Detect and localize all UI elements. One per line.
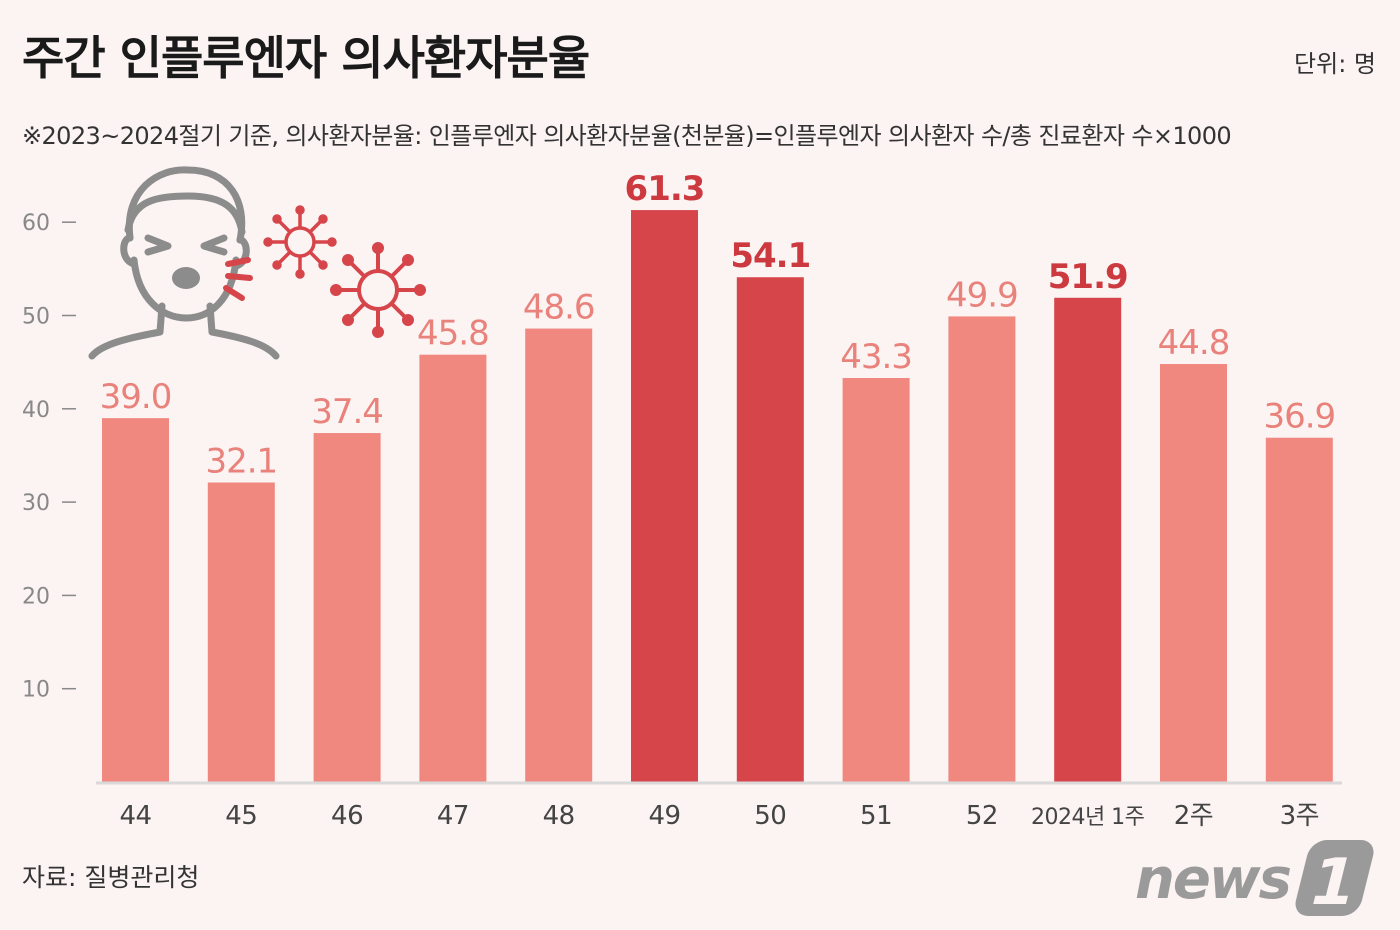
bar-50 [736, 277, 804, 782]
logo-text: news [1135, 847, 1291, 912]
y-tick-label: 10 [22, 678, 50, 703]
value-label: 49.9 [946, 275, 1018, 315]
x-tick-label: 51 [860, 801, 892, 831]
value-label: 51.9 [1048, 257, 1128, 297]
value-label: 54.1 [730, 236, 810, 276]
x-tick-label: 45 [225, 801, 257, 831]
value-label: 39.0 [100, 377, 172, 417]
bar-46 [313, 433, 381, 782]
bar-44 [102, 418, 169, 782]
value-label: 61.3 [625, 169, 705, 209]
bar-2024년 1주 [1054, 297, 1122, 782]
unit-label: 단위: 명 [1294, 50, 1376, 78]
virus-small-icon [263, 205, 337, 279]
value-label: 32.1 [205, 442, 277, 482]
x-tick-label: 2주 [1174, 801, 1213, 831]
value-label: 37.4 [311, 392, 383, 432]
x-tick-label: 50 [754, 801, 786, 831]
x-tick-label: 2024년 1주 [1031, 805, 1145, 830]
y-tick-label: 50 [22, 305, 50, 330]
bar-2주 [1160, 364, 1227, 782]
x-tick-label: 3주 [1280, 801, 1319, 831]
bar-49 [631, 210, 698, 783]
source-label: 자료: 질병관리청 [22, 863, 200, 892]
y-tick-label: 20 [22, 584, 50, 609]
y-tick-label: 40 [22, 398, 50, 423]
chart-title: 주간 인플루엔자 의사환자분율 [22, 31, 590, 85]
value-label: 43.3 [840, 337, 912, 377]
value-label: 44.8 [1158, 323, 1230, 363]
value-label: 36.9 [1263, 397, 1335, 437]
bar-48 [525, 328, 593, 782]
virus-large-icon [330, 242, 426, 338]
x-tick-label: 46 [331, 801, 363, 831]
bar-52 [948, 316, 1016, 782]
x-tick-label: 49 [648, 801, 680, 831]
x-tick-label: 52 [966, 801, 998, 831]
y-tick-label: 60 [22, 211, 50, 236]
value-label: 45.8 [417, 314, 489, 354]
value-label: 48.6 [523, 288, 595, 328]
x-tick-label: 47 [437, 801, 469, 831]
bar-3주 [1265, 437, 1333, 782]
news1-logo: news 1 [1135, 840, 1374, 918]
sick-person-illustration-icon [88, 166, 426, 360]
x-tick-label: 48 [543, 801, 575, 831]
definition-note: ※2023~2024절기 기준, 의사환자분율: 인플루엔자 의사환자분율(천분… [22, 122, 1232, 150]
bar-45 [207, 482, 275, 782]
x-tick-label: 44 [119, 801, 151, 831]
bar-51 [842, 378, 910, 782]
y-tick-label: 30 [22, 491, 50, 516]
bar-47 [419, 354, 487, 782]
